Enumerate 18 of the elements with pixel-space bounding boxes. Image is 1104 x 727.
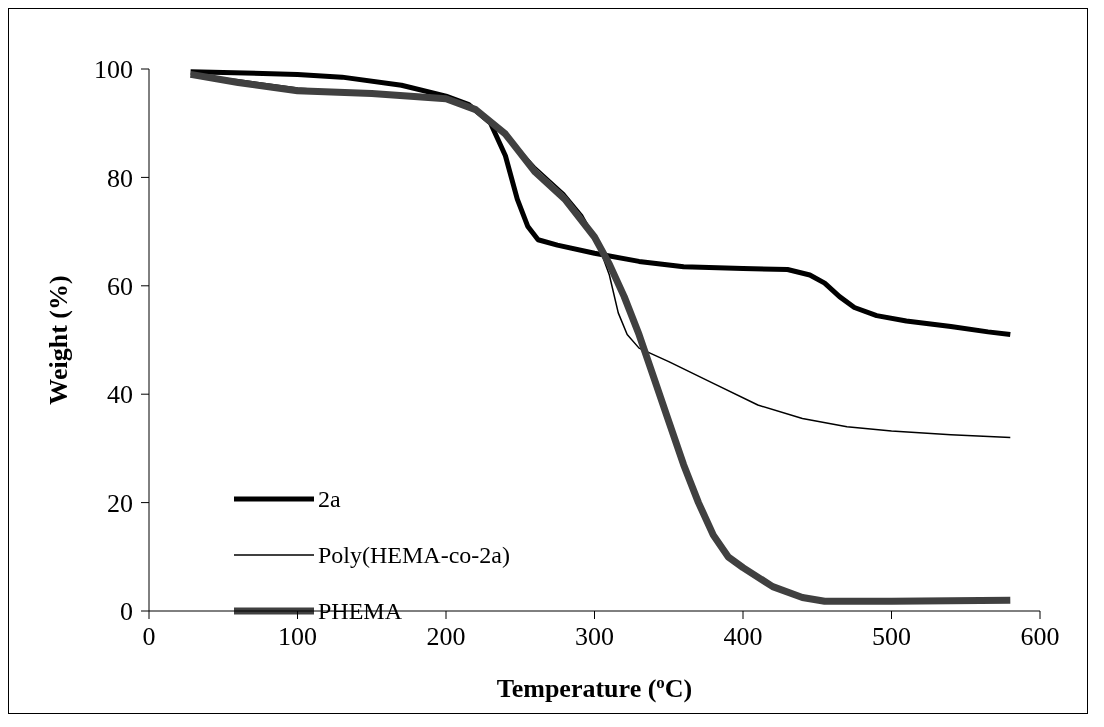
x-tick-label: 0	[142, 622, 156, 652]
x-tick-label: 300	[575, 622, 614, 652]
y-tick-label: 100	[94, 55, 133, 85]
x-tick-label: 600	[1020, 622, 1060, 652]
legend-label: 2a	[318, 485, 341, 513]
x-tick-label: 100	[278, 622, 317, 652]
x-tick-label: 400	[723, 622, 763, 652]
legend-label: Poly(HEMA-co-2a)	[318, 541, 510, 569]
x-tick-label: 500	[872, 622, 911, 652]
y-axis-title: Weight (%)	[44, 275, 73, 405]
legend-label: PHEMA	[318, 597, 403, 625]
y-tick-label: 20	[107, 488, 133, 518]
x-axis-title: Temperature ($^{o}$C)	[496, 672, 693, 703]
y-tick-label: 80	[107, 163, 133, 193]
y-tick-label: 60	[107, 272, 133, 302]
x-tick-label: 200	[426, 622, 466, 652]
y-tick-label: 0	[120, 597, 133, 627]
y-tick-label: 40	[107, 380, 133, 410]
